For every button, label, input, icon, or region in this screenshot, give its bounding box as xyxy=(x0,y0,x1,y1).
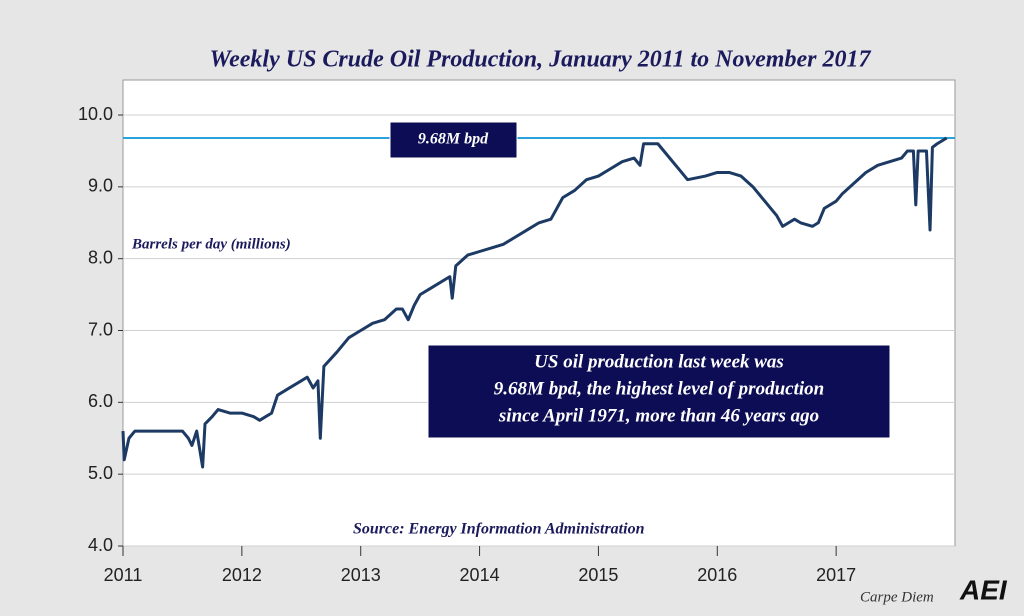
data-line xyxy=(121,136,948,469)
brand-logo: AEI xyxy=(959,574,1008,605)
x-tick-label: 2011 xyxy=(104,565,143,585)
x-tick-label: 2014 xyxy=(460,565,500,585)
reference-label: 9.68M bpd xyxy=(418,131,489,148)
reference-label-box xyxy=(389,121,518,159)
plot-area xyxy=(122,79,956,547)
x-tick-label: 2017 xyxy=(816,565,856,585)
y-tick-label: 7.0 xyxy=(88,319,113,339)
x-tick-label: 2012 xyxy=(222,565,262,585)
chart-title: Weekly US Crude Oil Production, January … xyxy=(210,47,872,73)
y-tick-label: 4.0 xyxy=(88,535,113,555)
branding: Carpe Diem xyxy=(860,589,934,605)
y-tick-label: 5.0 xyxy=(88,463,113,483)
x-tick-label: 2016 xyxy=(697,565,737,585)
x-tick-label: 2015 xyxy=(578,565,618,585)
y-tick-label: 8.0 xyxy=(88,247,113,267)
annotation-line: US oil production last week was xyxy=(534,351,784,372)
annotation-line: since April 1971, more than 46 years ago xyxy=(498,405,819,426)
y-axis-label: Barrels per day (millions) xyxy=(131,236,291,252)
x-tick-label: 2013 xyxy=(341,565,381,585)
annotation-box xyxy=(427,344,891,439)
y-tick-label: 6.0 xyxy=(88,391,113,411)
y-tick-label: 10.0 xyxy=(78,104,113,124)
annotation-line: 9.68M bpd, the highest level of producti… xyxy=(494,378,824,399)
y-tick-label: 9.0 xyxy=(88,176,113,196)
source: Source: Energy Information Administratio… xyxy=(353,521,645,538)
